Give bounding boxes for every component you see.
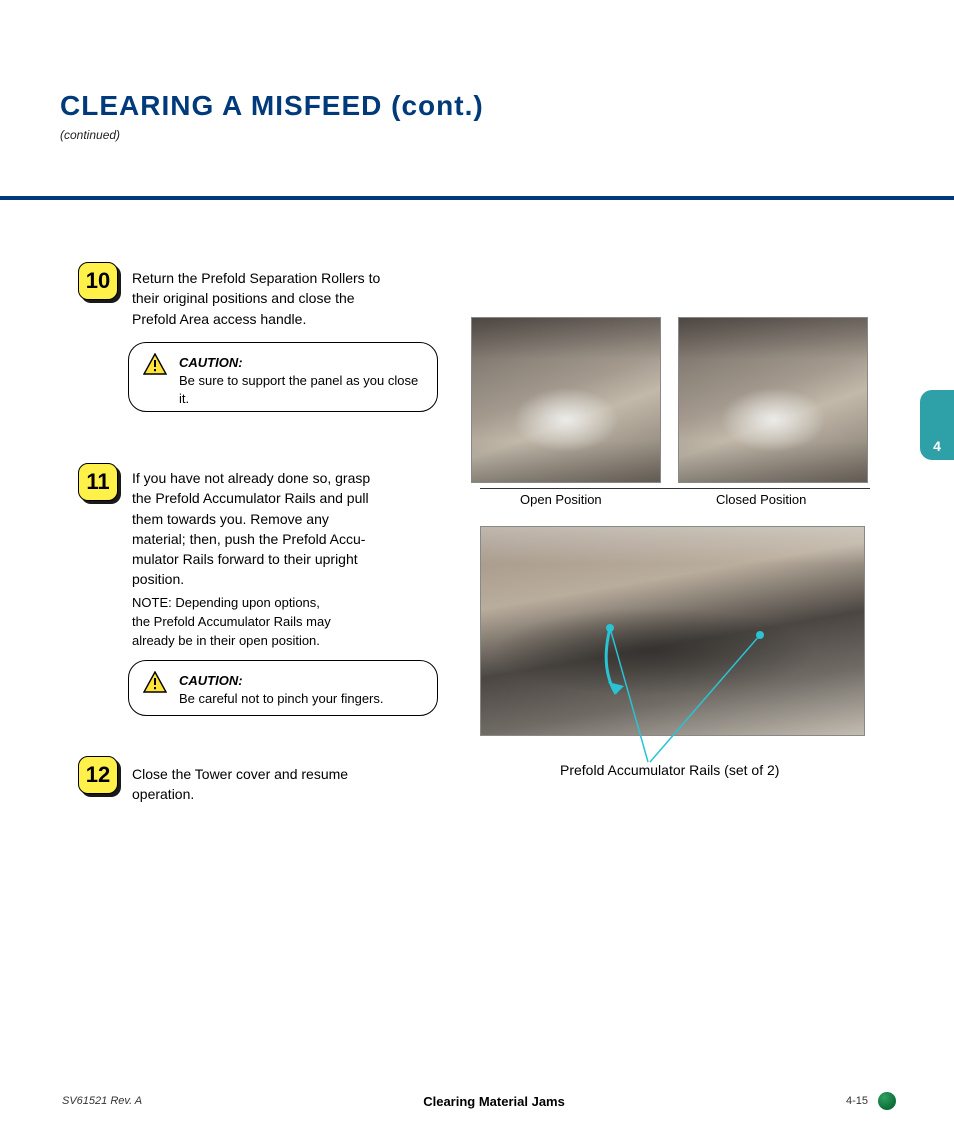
- footer-section-title: Clearing Material Jams: [142, 1094, 846, 1109]
- callout-label-rails: Prefold Accumulator Rails (set of 2): [560, 762, 779, 778]
- step-badge-10: 10: [78, 262, 122, 304]
- warning-icon: [143, 353, 167, 375]
- callout-dot: [756, 631, 764, 639]
- page-title: CLEARING A MISFEED (cont.): [60, 90, 914, 122]
- footer-dot-icon: [878, 1092, 896, 1110]
- step-badge-number: 12: [78, 756, 118, 794]
- step-badge-number: 11: [78, 463, 118, 501]
- caution-11-text: Be careful not to pinch your fingers.: [179, 690, 421, 708]
- caution-box-11: CAUTION: Be careful not to pinch your fi…: [128, 660, 438, 716]
- header-rule: [0, 196, 954, 200]
- caution-box-10: CAUTION: Be sure to support the panel as…: [128, 342, 438, 412]
- section-tab-number: 4: [920, 438, 954, 454]
- photo-label-open: Open Position: [520, 492, 602, 507]
- photo-open-position: [471, 317, 661, 483]
- photo-label-closed: Closed Position: [716, 492, 806, 507]
- footer-docnum: SV61521 Rev. A: [62, 1095, 142, 1107]
- photo-closed-position: [678, 317, 868, 483]
- step-11-text: If you have not already done so, grasp t…: [132, 468, 442, 590]
- page-footer: SV61521 Rev. A Clearing Material Jams 4-…: [62, 1089, 896, 1113]
- photo-separator-line: [480, 488, 870, 489]
- photo-accumulator-rails: [480, 526, 865, 736]
- section-tab: 4: [920, 390, 954, 460]
- step-badge-12: 12: [78, 756, 122, 798]
- step-11-note: NOTE: Depending upon options, the Prefol…: [132, 594, 432, 651]
- footer-pagenum: 4-15: [846, 1095, 868, 1107]
- caution-heading: CAUTION:: [179, 673, 421, 688]
- step-badge-11: 11: [78, 463, 122, 505]
- step-12-text: Close the Tower cover and resume operati…: [132, 764, 442, 805]
- callout-dot: [606, 624, 614, 632]
- step-10-text: Return the Prefold Separation Rollers to…: [132, 268, 452, 329]
- step-badge-number: 10: [78, 262, 118, 300]
- caution-heading: CAUTION:: [179, 355, 421, 370]
- caution-10-text: Be sure to support the panel as you clos…: [179, 372, 421, 407]
- page-subtitle: (continued): [60, 128, 914, 142]
- page-header: CLEARING A MISFEED (cont.) (continued): [60, 90, 914, 200]
- warning-icon: [143, 671, 167, 693]
